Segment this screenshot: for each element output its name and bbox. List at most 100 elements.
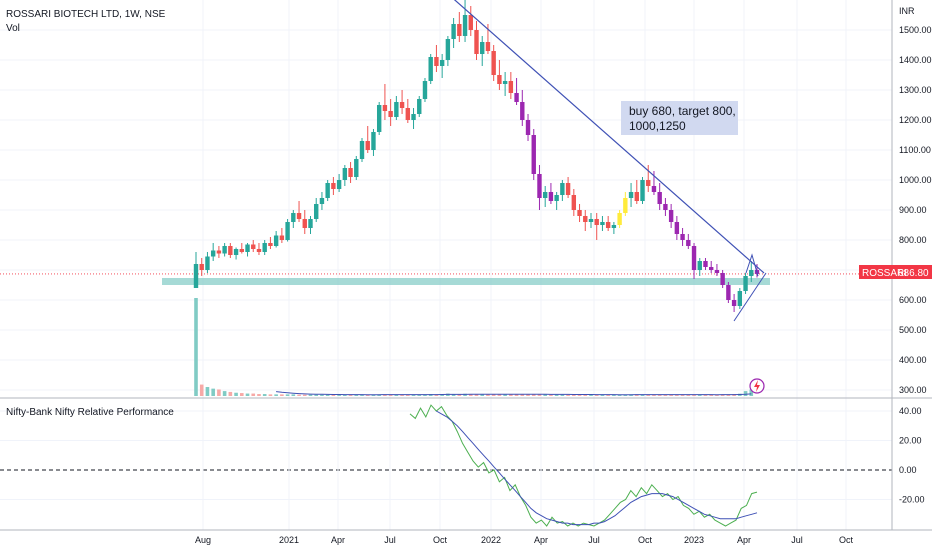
- candle-body: [451, 24, 456, 39]
- candle: [468, 6, 473, 36]
- candle: [262, 240, 267, 255]
- volume-bar: [663, 394, 668, 396]
- trendline[interactable]: [448, 0, 767, 322]
- candle: [193, 252, 199, 288]
- y-tick-label: 300.00: [899, 385, 927, 395]
- volume-bar: [394, 394, 399, 396]
- volume-bar: [280, 394, 284, 396]
- y-tick-label: 500.00: [899, 325, 927, 335]
- x-tick-label: 2023: [684, 535, 704, 545]
- candle-body: [422, 81, 428, 99]
- y-tick-label: 1300.00: [899, 85, 932, 95]
- candle: [737, 288, 743, 309]
- candle-body: [394, 102, 399, 117]
- indicator-y-tick-label: -20.00: [899, 495, 925, 505]
- volume-bar: [612, 394, 616, 396]
- candle: [382, 84, 388, 120]
- volume-bar: [262, 394, 267, 396]
- volume-bar: [194, 298, 198, 396]
- volume-bar: [709, 394, 714, 396]
- candle: [731, 294, 737, 312]
- candle: [583, 210, 588, 231]
- volume-bar: [646, 394, 651, 396]
- candle: [554, 192, 559, 210]
- candle-body: [628, 192, 634, 198]
- candle-body: [686, 240, 691, 246]
- candle-body: [417, 99, 422, 114]
- volume-bar: [572, 394, 576, 396]
- candle-body: [193, 264, 199, 288]
- candle: [359, 138, 365, 162]
- volume-bar: [497, 394, 502, 396]
- volume-bar: [343, 394, 347, 396]
- alert-icon[interactable]: [749, 378, 765, 394]
- annotation-line-2: 1000,1250: [629, 119, 686, 133]
- candle-body: [365, 141, 370, 150]
- candles: [193, 0, 760, 312]
- candle-body: [233, 249, 239, 255]
- candle-body: [709, 267, 714, 270]
- volume-bar: [314, 394, 319, 396]
- candle-body: [605, 222, 611, 228]
- y-tick-label: 1100.00: [899, 145, 931, 155]
- volume-bar: [583, 394, 588, 396]
- volume-bar: [743, 391, 748, 396]
- candle-body: [542, 192, 548, 198]
- candle: [308, 216, 313, 234]
- candle: [394, 96, 399, 120]
- annotation-box[interactable]: buy 680, target 800, 1000,1250: [621, 101, 738, 135]
- candle: [634, 180, 639, 204]
- candle: [709, 261, 714, 273]
- candle: [445, 36, 451, 66]
- candle-body: [583, 216, 588, 222]
- candle-body: [457, 24, 462, 36]
- candle-body: [205, 256, 210, 270]
- candle-body: [554, 195, 559, 201]
- y-tick-label: 600.00: [899, 295, 927, 305]
- candle: [726, 282, 731, 303]
- indicator-y-tick-label: 20.00: [899, 436, 922, 446]
- candle-body: [720, 273, 725, 285]
- volume-bar: [406, 394, 410, 396]
- candle: [646, 165, 651, 192]
- candle-body: [565, 183, 571, 195]
- volume-bar: [543, 394, 547, 396]
- volume-bar: [348, 394, 353, 396]
- annotation-line-1: buy 680, target 800,: [629, 104, 736, 118]
- volume-bar: [222, 391, 227, 396]
- candle: [388, 99, 393, 126]
- relative-performance-lines: [409, 404, 758, 527]
- volume-bar: [703, 394, 708, 396]
- candle-body: [634, 192, 639, 201]
- candle-body: [445, 39, 451, 60]
- projection-marker: [745, 253, 759, 277]
- candle-body: [537, 174, 542, 198]
- candle: [273, 231, 279, 248]
- candle: [525, 114, 531, 141]
- volume-bar: [617, 394, 622, 396]
- x-tick-label: Jul: [588, 535, 600, 545]
- x-tick-label: Apr: [331, 535, 345, 545]
- candle-body: [514, 93, 519, 102]
- volume-bar: [715, 394, 719, 396]
- candle-body: [245, 244, 250, 252]
- candle: [279, 228, 285, 243]
- candle: [314, 198, 319, 222]
- volume-bar: [486, 394, 490, 396]
- volume-bar: [657, 394, 662, 396]
- candle-body: [726, 285, 731, 300]
- x-tick-label: Apr: [737, 535, 751, 545]
- candle-body: [480, 42, 485, 54]
- candle-body: [291, 213, 296, 222]
- volume-bar: [675, 394, 679, 396]
- candle-body: [600, 222, 605, 225]
- volume-bar: [371, 394, 376, 396]
- candle-body: [354, 159, 359, 177]
- candle-body: [439, 60, 445, 66]
- candle: [640, 177, 645, 204]
- currency-label: INR: [899, 6, 915, 16]
- volume-ma-line: [276, 391, 752, 396]
- candle: [399, 90, 405, 114]
- candle: [542, 186, 548, 207]
